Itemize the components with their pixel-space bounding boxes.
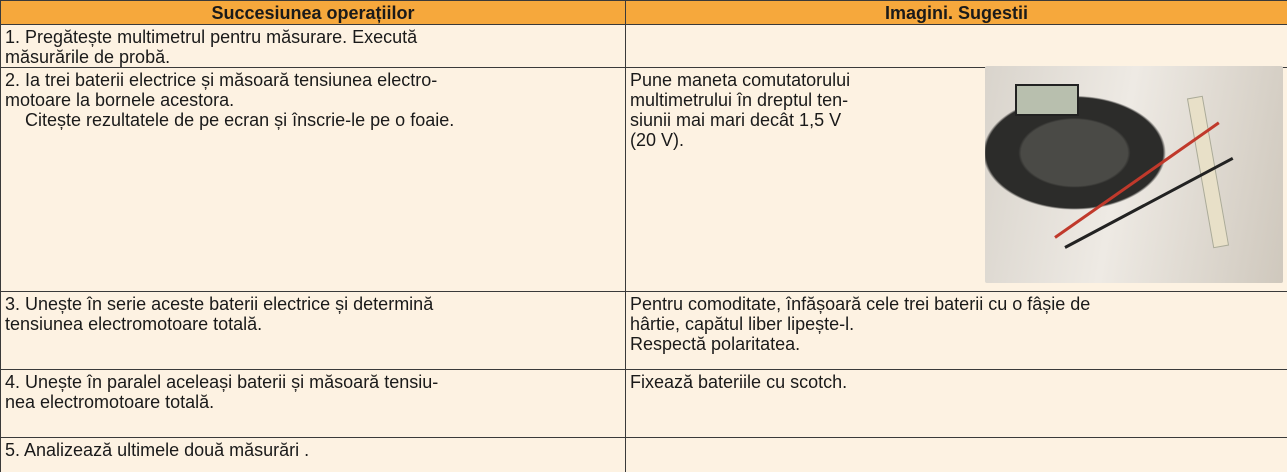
cell-line: Fixează bateriile cu scotch. [630,372,848,392]
multimeter-photo [985,66,1283,283]
table-cell: 1. Pregătește multimetrul pentru măsurar… [0,24,626,68]
cell-line: hârtie, capătul liber lipește-l. [630,314,855,334]
table-cell [625,24,1287,68]
cell-line: tensiunea electromotoare totală. [5,314,263,334]
cell-line: motoare la bornele acestora. [5,90,235,110]
table-row: 5. Analizează ultimele două măsurări . [0,437,1287,472]
cell-line: Citește rezultatele de pe ecran și înscr… [25,110,455,130]
header-cell: Imagini. Sugestii [625,0,1287,25]
table-row: 4. Unește în paralel aceleași baterii și… [0,369,1287,438]
cell-line: nea electromotoare totală. [5,392,215,412]
table-cell: 3. Unește în serie aceste baterii electr… [0,291,626,370]
table-cell: Pentru comoditate, înfășoară cele trei b… [625,291,1287,370]
table-cell [625,437,1287,472]
cell-line: 2. Ia trei baterii electrice și măsoară … [5,70,438,90]
header-cell: Succesiunea operațiilor [0,0,626,25]
photo-screen [1015,84,1079,116]
cell-line: (20 V). [630,130,685,150]
cell-line: multimetrului în dreptul ten- [630,90,849,110]
cell-line: 1. Pregătește multimetrul pentru măsurar… [5,27,418,47]
cell-line: Pune maneta comutatorului [630,70,851,90]
table-cell: Fixează bateriile cu scotch. [625,369,1287,438]
table-cell: 2. Ia trei baterii electrice și măsoară … [0,67,626,292]
table-cell: 5. Analizează ultimele două măsurări . [0,437,626,472]
cell-line: Respectă polaritatea. [630,334,801,354]
cell-line: măsurările de probă. [5,47,171,67]
cell-line: 5. Analizează ultimele două măsurări . [5,440,310,460]
table-row: 1. Pregătește multimetrul pentru măsurar… [0,24,1287,68]
header-row: Succesiunea operațiilor Imagini. Sugesti… [0,0,1287,25]
table-cell: 4. Unește în paralel aceleași baterii și… [0,369,626,438]
cell-line: Pentru comoditate, înfășoară cele trei b… [630,294,1091,314]
cell-line: 4. Unește în paralel aceleași baterii și… [5,372,439,392]
table-row: 3. Unește în serie aceste baterii electr… [0,291,1287,370]
cell-line: siunii mai mari decât 1,5 V [630,110,842,130]
cell-line: 3. Unește în serie aceste baterii electr… [5,294,434,314]
